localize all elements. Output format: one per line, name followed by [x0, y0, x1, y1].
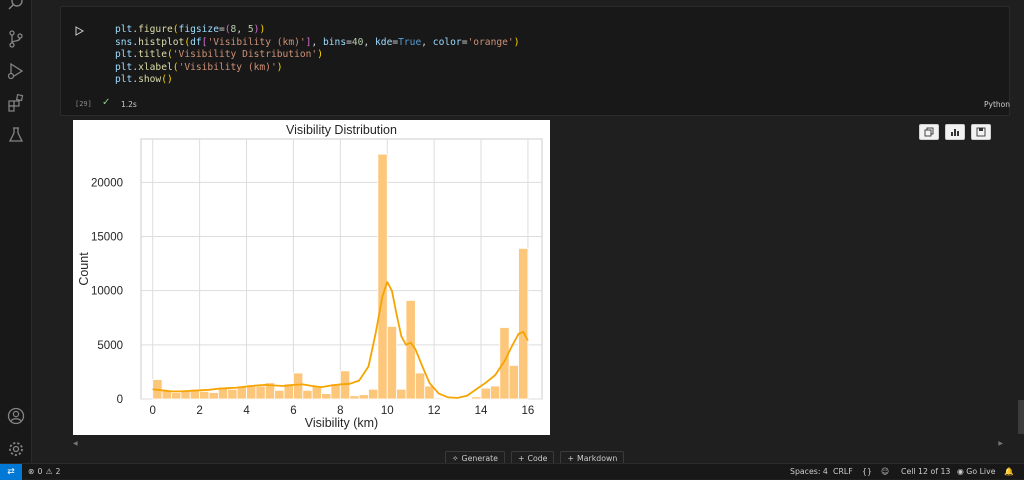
- histogram-bar: [424, 385, 435, 400]
- copilot-icon[interactable]: ☺: [881, 467, 890, 476]
- x-tick-label: 6: [290, 405, 296, 417]
- horizontal-scrollbar[interactable]: ◀ ▶: [73, 440, 1003, 447]
- histogram-bar: [518, 248, 529, 400]
- output-toolbar: [919, 124, 991, 140]
- histogram-bar: [461, 398, 473, 400]
- histogram-bar: [302, 389, 313, 400]
- x-tick-label: 0: [150, 405, 156, 417]
- copy-output-button[interactable]: [919, 124, 939, 140]
- histogram-bar: [499, 327, 510, 400]
- open-in-viewer-button[interactable]: [945, 124, 965, 140]
- histogram-bar: [227, 388, 238, 400]
- histogram-bar: [321, 393, 332, 400]
- histogram-bar: [471, 396, 482, 400]
- code-line: plt.figure(figsize=(8, 5)): [115, 24, 266, 35]
- eol-status[interactable]: CRLF: [833, 467, 853, 476]
- cell-language[interactable]: Python: [984, 100, 1010, 109]
- execution-time: 1.2s: [121, 100, 137, 109]
- histogram-bar: [255, 385, 266, 400]
- add-cell-toolbar: ✧ Generate + Code + Markdown: [445, 451, 625, 465]
- activity-bar: [0, 0, 32, 463]
- histogram-bar: [274, 389, 285, 400]
- save-output-button[interactable]: [971, 124, 991, 140]
- scroll-left-icon[interactable]: ◀: [73, 440, 78, 447]
- histogram-bar: [405, 300, 416, 400]
- histogram-bar: [349, 395, 360, 400]
- histogram-bar: [508, 365, 519, 400]
- y-axis-label: Count: [77, 252, 91, 286]
- x-tick-label: 10: [381, 405, 394, 417]
- code-editor[interactable]: plt.figure(figsize=(8, 5)) sns.histplot(d…: [115, 24, 519, 87]
- histogram-bar: [208, 392, 219, 400]
- source-control-icon[interactable]: [7, 30, 25, 48]
- code-line: plt.title('Visibility Distribution'): [115, 49, 323, 61]
- chart-title: Visibility Distribution: [286, 123, 397, 137]
- histogram-bar: [414, 372, 426, 400]
- indentation-status[interactable]: Spaces: 4: [790, 467, 828, 476]
- problems-indicator[interactable]: ⊗ 0 ⚠ 2: [28, 467, 61, 476]
- chart-icon: [951, 129, 959, 136]
- y-tick-label: 20000: [91, 177, 123, 189]
- status-bar: ⇄ ⊗ 0 ⚠ 2 Spaces: 4 CRLF {} ☺ Cell 12 of 1…: [0, 463, 1024, 480]
- warning-icon: ⚠: [45, 467, 53, 476]
- code-cell[interactable]: plt.figure(figsize=(8, 5)) sns.histplot(d…: [60, 6, 1010, 116]
- run-debug-icon[interactable]: [7, 62, 25, 80]
- vertical-scrollbar-thumb[interactable]: [1018, 400, 1024, 434]
- brackets-status[interactable]: {}: [862, 467, 872, 476]
- histogram-bar: [433, 397, 444, 400]
- scroll-right-icon[interactable]: ▶: [998, 440, 1003, 447]
- go-live-button[interactable]: ◉ Go Live: [957, 467, 996, 476]
- x-tick-label: 16: [522, 405, 535, 417]
- error-icon: ⊗: [28, 467, 35, 476]
- x-tick-label: 14: [475, 405, 488, 417]
- histogram-bar: [377, 153, 388, 400]
- y-tick-label: 5000: [97, 340, 123, 352]
- histogram-bar: [171, 392, 182, 400]
- x-tick-label: 8: [337, 405, 343, 417]
- plot-area: [140, 138, 543, 400]
- histogram-bar: [480, 387, 491, 400]
- histogram-bar: [386, 326, 398, 400]
- x-tick-label: 12: [428, 405, 441, 417]
- x-tick-label: 4: [243, 405, 250, 417]
- extensions-icon[interactable]: [7, 94, 25, 112]
- code-line: sns.histplot(df['Visibility (km)'], bins…: [115, 36, 520, 48]
- histogram-bar: [293, 372, 304, 400]
- output-plot: 0 2 4 6 8 10 12 14 16 0 5000 10000 15000 20000 Visibil…: [73, 120, 550, 435]
- y-tick-label: 15000: [91, 232, 123, 244]
- save-icon: [976, 127, 986, 137]
- search-icon[interactable]: [7, 0, 25, 12]
- histogram-bar: [443, 398, 454, 400]
- code-line: plt.xlabel('Visibility (km)'): [115, 61, 283, 73]
- y-tick-label: 10000: [91, 286, 123, 298]
- histogram-bar: [311, 385, 322, 400]
- histogram-bar: [368, 388, 379, 400]
- code-line: plt.show(): [115, 74, 173, 86]
- kde-line: [152, 281, 529, 399]
- settings-gear-icon[interactable]: [7, 440, 25, 458]
- histogram-bar: [199, 391, 210, 400]
- plus-icon: +: [567, 453, 575, 463]
- y-tick-label: 0: [117, 394, 123, 406]
- notifications-bell-icon[interactable]: 🔔: [1004, 467, 1014, 476]
- broadcast-icon: ◉: [957, 467, 967, 476]
- x-axis-label: Visibility (km): [305, 416, 378, 430]
- success-check-icon: ✓: [102, 97, 111, 108]
- account-icon[interactable]: [7, 407, 25, 425]
- sparkle-icon: ✧: [452, 453, 459, 463]
- histogram-bar: [358, 394, 369, 400]
- histogram-bar: [490, 385, 501, 400]
- cell-position-status[interactable]: Cell 12 of 13: [901, 467, 951, 476]
- execution-count: [29]: [75, 100, 92, 108]
- run-cell-button[interactable]: [73, 22, 85, 36]
- histogram-chart: 0 2 4 6 8 10 12 14 16 0 5000 10000 15000 20000 Visibil…: [77, 123, 543, 430]
- histogram-bar: [396, 388, 407, 400]
- plus-icon: +: [517, 453, 525, 463]
- remote-icon[interactable]: ⇄: [0, 464, 22, 480]
- x-tick-label: 2: [196, 405, 202, 417]
- copy-icon: [924, 127, 934, 137]
- testing-icon[interactable]: [7, 126, 25, 144]
